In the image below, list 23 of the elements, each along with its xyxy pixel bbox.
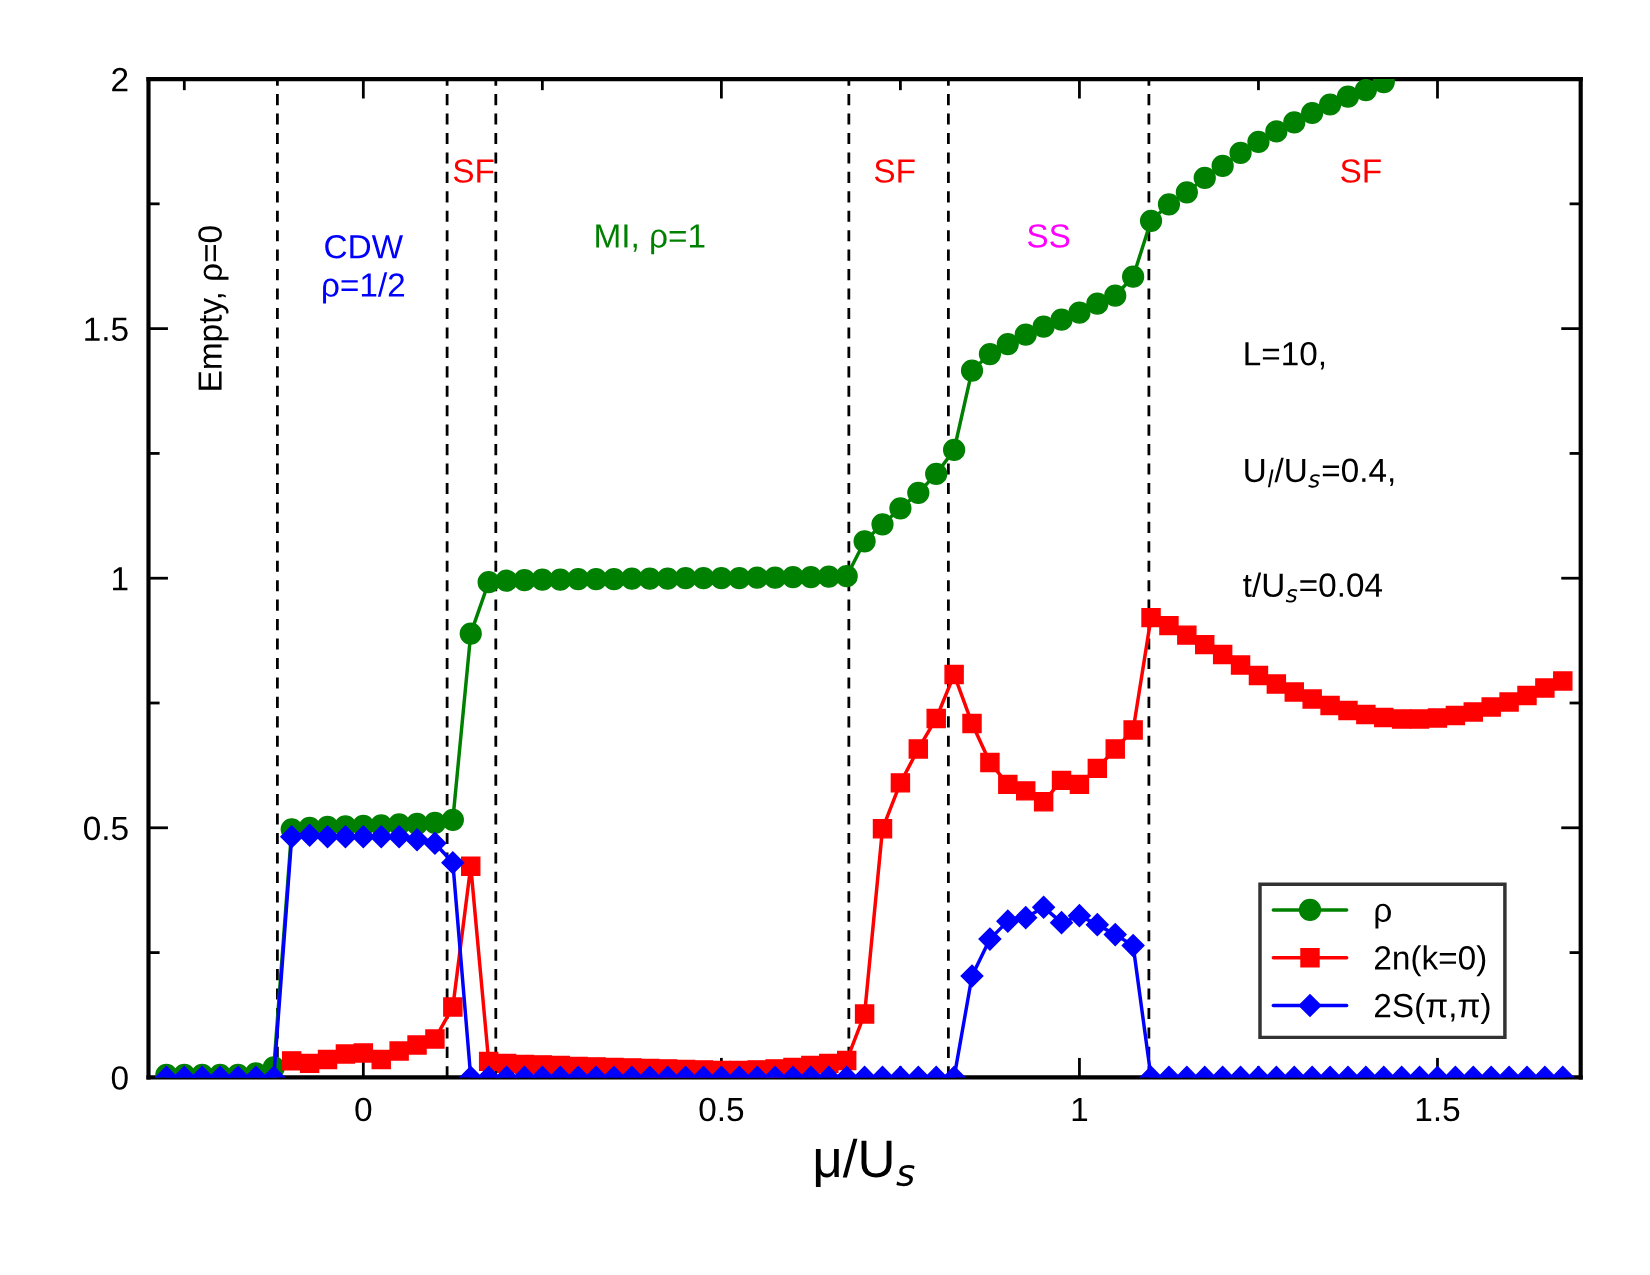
x-axis-title: μ/U$_{s}$ bbox=[815, 1138, 915, 1188]
annotation: SF bbox=[1341, 159, 1381, 183]
y-tick-label: 2 bbox=[112, 67, 128, 92]
annotation: t/U$_{s}$=0.04 bbox=[1243, 572, 1383, 603]
y-tick-label: 0 bbox=[111, 1066, 128, 1090]
legend-label: 2S(π,π) bbox=[1375, 992, 1490, 1025]
y-tick-label: 1.5 bbox=[85, 317, 128, 342]
y-tick-label: 0.5 bbox=[84, 816, 128, 841]
annotation: SS bbox=[1027, 224, 1070, 248]
annotation: U$_{l}$/U$_{s}$=0.4, bbox=[1245, 457, 1394, 488]
annotation: L=10, bbox=[1245, 341, 1325, 370]
annotation: MI, ρ=1 bbox=[596, 224, 705, 255]
legend-label: 2n(k=0) bbox=[1375, 945, 1486, 977]
y-tick-label: 1 bbox=[113, 567, 128, 591]
annotation: Empty, ρ=0 bbox=[198, 226, 229, 390]
x-tick-label: 0 bbox=[355, 1097, 372, 1122]
x-tick-label: 1.5 bbox=[1416, 1098, 1460, 1122]
legend-label: ρ bbox=[1375, 903, 1391, 929]
annotation: CDW ρ=1/2 bbox=[323, 234, 405, 304]
annotation: SF bbox=[874, 159, 915, 183]
annotation: SF bbox=[453, 159, 494, 183]
x-tick-label: 0.5 bbox=[699, 1097, 744, 1122]
x-tick-label: 1 bbox=[1072, 1098, 1088, 1121]
